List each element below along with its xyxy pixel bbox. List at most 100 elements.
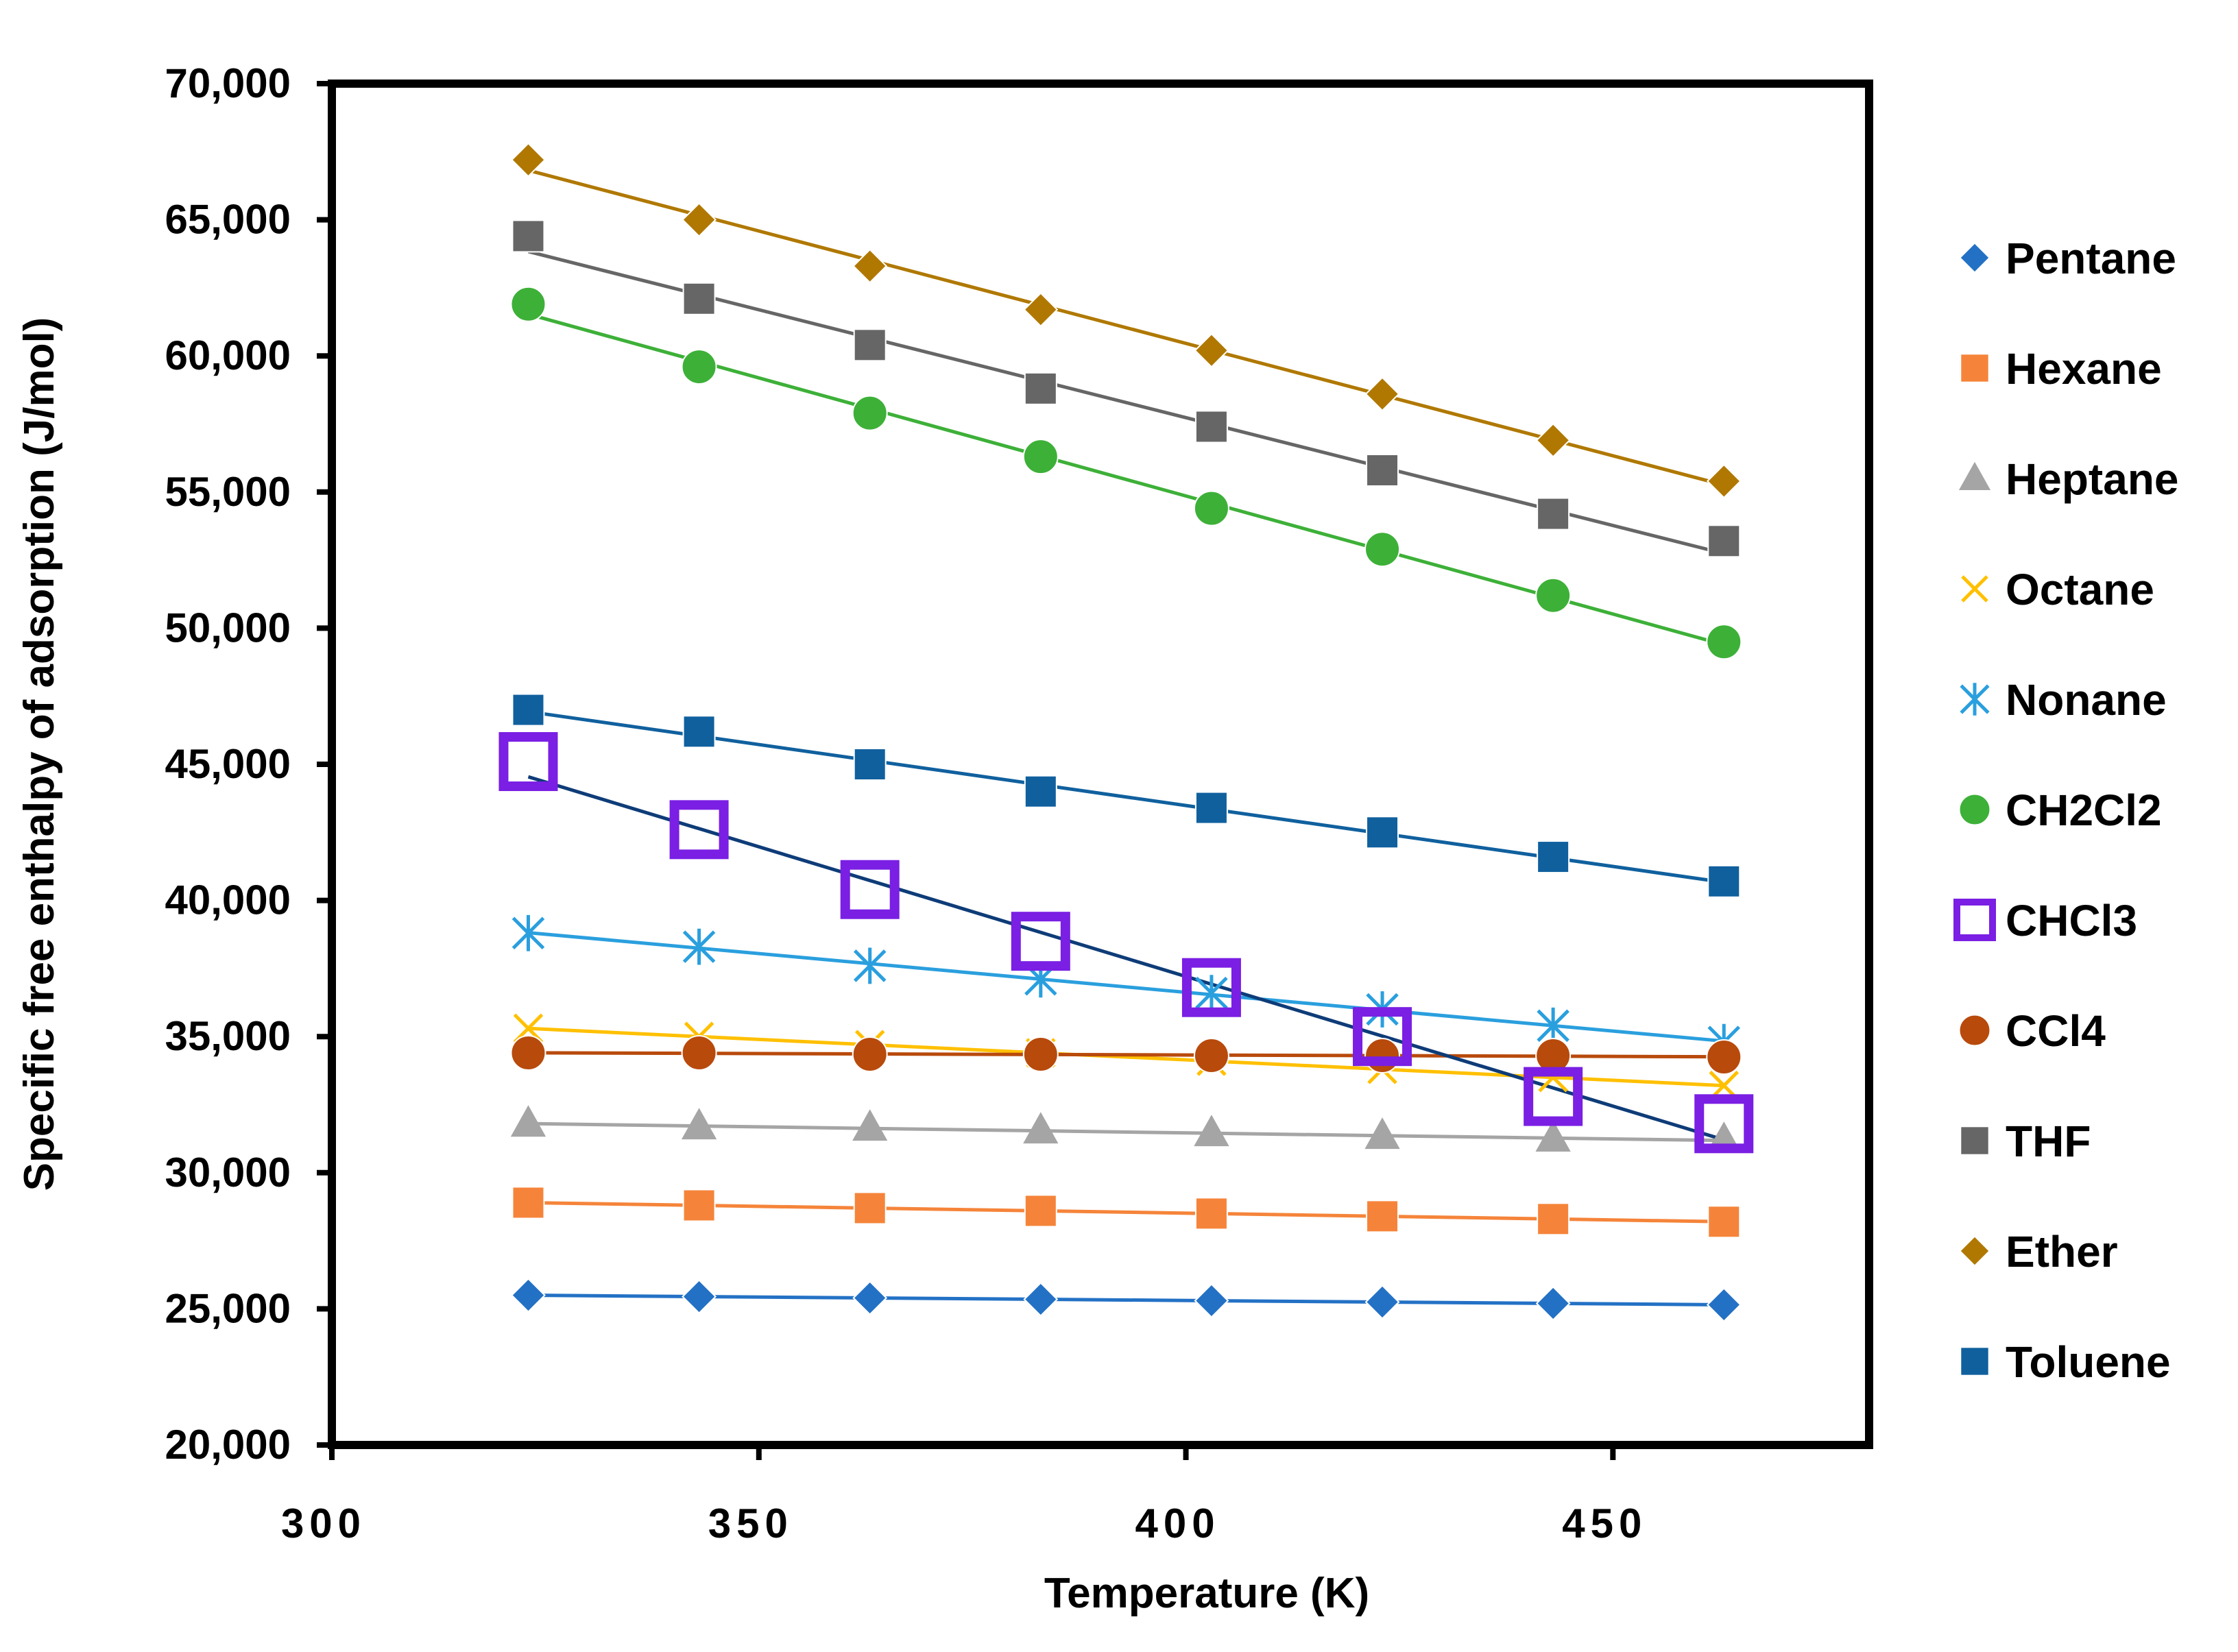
marker-heptane bbox=[1535, 1120, 1571, 1152]
y-tick-label: 60,000 bbox=[165, 332, 291, 378]
plot-frame bbox=[328, 80, 1873, 1449]
marker-chcl3 bbox=[1011, 912, 1070, 971]
marker-ccl4 bbox=[1193, 1038, 1229, 1074]
marker-nonane bbox=[1195, 975, 1228, 1012]
marker-hexane bbox=[1024, 1194, 1057, 1228]
y-tick-label: 70,000 bbox=[165, 60, 291, 106]
marker-hexane bbox=[512, 1186, 545, 1219]
legend-marker-toluene bbox=[1960, 1346, 1990, 1376]
marker-ch2cl2 bbox=[681, 349, 717, 385]
marker-pentane bbox=[852, 1280, 888, 1315]
marker-heptane bbox=[510, 1105, 546, 1137]
marker-heptane bbox=[681, 1108, 717, 1140]
marker-pentane bbox=[682, 1279, 717, 1314]
marker-ch2cl2 bbox=[1193, 490, 1229, 526]
legend-marker-hexane bbox=[1960, 353, 1990, 383]
marker-hexane bbox=[853, 1191, 887, 1225]
marker-heptane bbox=[1364, 1117, 1400, 1150]
y-tick-label: 35,000 bbox=[165, 1013, 291, 1059]
trendline-ccl4 bbox=[528, 1051, 1724, 1059]
marker-ether bbox=[511, 142, 546, 178]
marker-thf bbox=[512, 219, 545, 253]
marker-pentane bbox=[1194, 1283, 1229, 1318]
marker-ccl4 bbox=[510, 1035, 546, 1071]
legend-marker-heptane bbox=[1958, 461, 1991, 491]
marker-toluene bbox=[512, 693, 545, 727]
legend-label-hexane: Hexane bbox=[2006, 344, 2162, 393]
trendline-ether bbox=[527, 169, 1724, 487]
x-tick-label: 300 bbox=[281, 1501, 366, 1546]
marker-nonane bbox=[1537, 1007, 1569, 1044]
trendline-toluene bbox=[528, 709, 1724, 884]
marker-pentane bbox=[1535, 1286, 1571, 1321]
marker-chcl3 bbox=[1181, 958, 1241, 1017]
marker-toluene bbox=[1537, 840, 1570, 874]
x-tick-label: 350 bbox=[708, 1501, 793, 1546]
legend-marker-nonane bbox=[1960, 683, 1990, 716]
marker-ether bbox=[1364, 376, 1400, 412]
x-axis: 300 350 400 450 bbox=[281, 1445, 1641, 1546]
plot-area bbox=[332, 84, 1869, 1445]
marker-nonane bbox=[682, 928, 716, 965]
marker-ether bbox=[1023, 292, 1059, 328]
y-axis: 20,000 25,000 30,000 35,000 40,000 45,000 50,0… bbox=[165, 60, 332, 1468]
marker-thf bbox=[1024, 372, 1057, 405]
marker-ccl4 bbox=[1022, 1036, 1059, 1073]
legend-label-chcl3: CHCl3 bbox=[2006, 896, 2137, 945]
y-tick-label: 65,000 bbox=[165, 197, 291, 243]
y-tick-label: 25,000 bbox=[165, 1285, 291, 1331]
marker-heptane bbox=[1194, 1115, 1229, 1147]
marker-ether bbox=[1194, 332, 1229, 368]
marker-thf bbox=[1537, 497, 1570, 531]
marker-heptane bbox=[852, 1109, 888, 1141]
trendline-hexane bbox=[528, 1200, 1724, 1224]
marker-nonane bbox=[512, 914, 545, 951]
x-axis-title: Temperature (K) bbox=[1044, 1570, 1369, 1617]
legend-label-ccl4: CCl4 bbox=[2006, 1006, 2106, 1056]
marker-ether bbox=[852, 248, 888, 284]
trendline-thf bbox=[527, 250, 1724, 555]
marker-thf bbox=[1707, 524, 1741, 558]
marker-hexane bbox=[1707, 1205, 1741, 1239]
marker-ch2cl2 bbox=[852, 395, 888, 431]
trendlines bbox=[527, 169, 1724, 1307]
marker-hexane bbox=[1194, 1197, 1228, 1230]
marker-ccl4 bbox=[1706, 1038, 1742, 1075]
marker-chcl3 bbox=[1524, 1067, 1583, 1126]
marker-pentane bbox=[511, 1278, 546, 1313]
legend-label-ch2cl2: CH2Cl2 bbox=[2006, 786, 2162, 835]
legend-marker-thf bbox=[1960, 1126, 1990, 1156]
legend-marker-octane bbox=[1961, 575, 1988, 603]
marker-ccl4 bbox=[852, 1036, 888, 1073]
marker-pentane bbox=[1023, 1282, 1059, 1317]
marker-thf bbox=[682, 282, 716, 315]
marker-ether bbox=[1706, 463, 1742, 499]
marker-toluene bbox=[853, 748, 887, 781]
marker-toluene bbox=[1024, 775, 1057, 808]
marker-ch2cl2 bbox=[1535, 577, 1572, 614]
marker-ch2cl2 bbox=[1022, 439, 1059, 475]
marker-chcl3 bbox=[1353, 1007, 1412, 1067]
y-tick-label: 30,000 bbox=[165, 1150, 291, 1195]
marker-ether bbox=[1535, 422, 1571, 458]
legend-label-toluene: Toluene bbox=[2006, 1337, 2171, 1387]
marker-hexane bbox=[1537, 1202, 1570, 1236]
legend-label-heptane: Heptane bbox=[2006, 454, 2179, 504]
x-tick-label: 400 bbox=[1135, 1501, 1220, 1546]
data-markers bbox=[498, 142, 1754, 1322]
marker-thf bbox=[853, 328, 887, 362]
trendline-heptane bbox=[528, 1121, 1724, 1143]
marker-toluene bbox=[1366, 816, 1399, 849]
marker-hexane bbox=[682, 1189, 716, 1222]
marker-nonane bbox=[853, 947, 887, 984]
trendline-nonane bbox=[528, 931, 1724, 1043]
marker-thf bbox=[1366, 454, 1399, 487]
legend-marker-ccl4 bbox=[1958, 1014, 1991, 1047]
legend-marker-ch2cl2 bbox=[1958, 793, 1991, 826]
marker-toluene bbox=[682, 715, 716, 749]
marker-pentane bbox=[1364, 1285, 1400, 1320]
marker-chcl3 bbox=[498, 732, 558, 792]
legend-marker-pentane bbox=[1958, 241, 1991, 274]
marker-chcl3 bbox=[1694, 1094, 1754, 1154]
